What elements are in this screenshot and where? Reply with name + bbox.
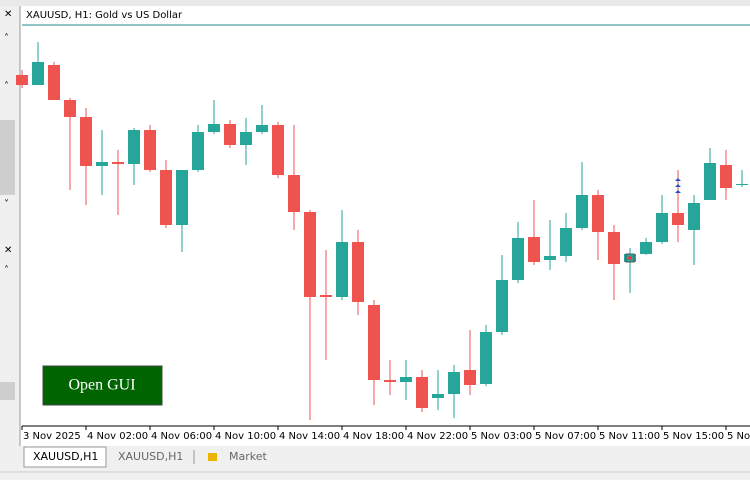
close-icon[interactable]: ✕: [4, 9, 12, 20]
candle-body: [656, 213, 668, 242]
candle-body: [736, 184, 748, 185]
candle-body: [384, 380, 396, 382]
candle-body: [160, 170, 172, 225]
tab-bar: [0, 446, 750, 480]
candle-body: [592, 195, 604, 232]
marker: [675, 178, 681, 193]
candle-body: [688, 203, 700, 230]
candle-body: [672, 213, 684, 225]
candle-body: [256, 125, 268, 132]
candle-body: [176, 170, 188, 225]
candle-body: [320, 295, 332, 297]
x-tick-label: 5 Nov 07:00: [535, 431, 596, 442]
candle-body: [512, 238, 524, 280]
candle-body: [480, 332, 492, 384]
x-tick-label: 4 Nov 02:00: [87, 431, 148, 442]
x-tick-label: 4 Nov 06:00: [151, 431, 212, 442]
x-tick-label: 5 Nov 11:00: [599, 431, 660, 442]
candle-body: [304, 212, 316, 297]
candle-body: [640, 242, 652, 254]
up-icon[interactable]: ˄: [4, 80, 9, 92]
candle-body: [224, 124, 236, 145]
candle-body: [416, 377, 428, 408]
candle-body: [368, 305, 380, 380]
candle-body: [208, 124, 220, 132]
candle-body: [112, 162, 124, 164]
side-panel: [0, 6, 20, 446]
x-tick-label: 5 Nov: [727, 431, 750, 442]
candle-body: [272, 125, 284, 175]
candle-body: [432, 394, 444, 398]
candle-body: [128, 130, 140, 164]
candle-body: [16, 75, 28, 85]
chart-title: XAUUSD, H1: Gold vs US Dollar: [26, 10, 183, 21]
trade-markers: [625, 178, 681, 263]
lock-icon: [208, 453, 217, 461]
x-tick-label: 4 Nov 14:00: [279, 431, 340, 442]
candle-body: [192, 132, 204, 170]
tab-label[interactable]: XAUUSD,H1: [118, 450, 183, 463]
candle-body: [720, 165, 732, 188]
scroll-thumb[interactable]: [0, 120, 15, 195]
x-axis-labels: 3 Nov 2025 4 Nov 02:00 4 Nov 06:00 4 Nov 10…: [21, 426, 750, 442]
tab-label[interactable]: XAUUSD,H1: [33, 450, 98, 463]
candle-body: [96, 162, 108, 166]
candle-body: [32, 62, 44, 85]
candle-body: [528, 237, 540, 262]
candle-body: [288, 175, 300, 212]
candle-body: [576, 195, 588, 228]
candle-body: [704, 163, 716, 200]
button-label[interactable]: Open GUI: [68, 377, 135, 394]
candle-body: [80, 117, 92, 166]
candle-body: [64, 100, 76, 117]
up-icon[interactable]: ˄: [4, 32, 9, 44]
x-tick-label: 4 Nov 22:00: [407, 431, 468, 442]
candle-body: [560, 228, 572, 256]
down-icon[interactable]: ˅: [4, 198, 9, 210]
candle-body: [336, 242, 348, 297]
open-gui-button[interactable]: [42, 365, 163, 406]
scroll-thumb[interactable]: [0, 382, 15, 400]
toolbar-strip: [0, 0, 750, 6]
candle-body: [240, 132, 252, 145]
candle-body: [144, 130, 156, 170]
up-icon[interactable]: ˄: [4, 264, 9, 276]
marker: [628, 256, 632, 260]
tab-active[interactable]: [23, 446, 107, 468]
candle-body: [608, 232, 620, 264]
candle-body: [48, 65, 60, 100]
candle-body: [464, 370, 476, 385]
candle-body: [448, 372, 460, 394]
x-tick-label: 4 Nov 10:00: [215, 431, 276, 442]
x-tick-label: 5 Nov 15:00: [663, 431, 724, 442]
x-tick-label: 5 Nov 03:00: [471, 431, 532, 442]
candle-body: [544, 256, 556, 260]
x-tick-label: 4 Nov 18:00: [343, 431, 404, 442]
marker: [625, 253, 635, 263]
tab-label[interactable]: Market: [229, 450, 267, 463]
candle-body: [496, 280, 508, 332]
x-tick-label: 3 Nov 2025: [23, 431, 81, 442]
candle-body: [400, 377, 412, 382]
candles: [16, 42, 748, 420]
candle-body: [352, 242, 364, 302]
close-icon[interactable]: ✕: [4, 245, 12, 256]
